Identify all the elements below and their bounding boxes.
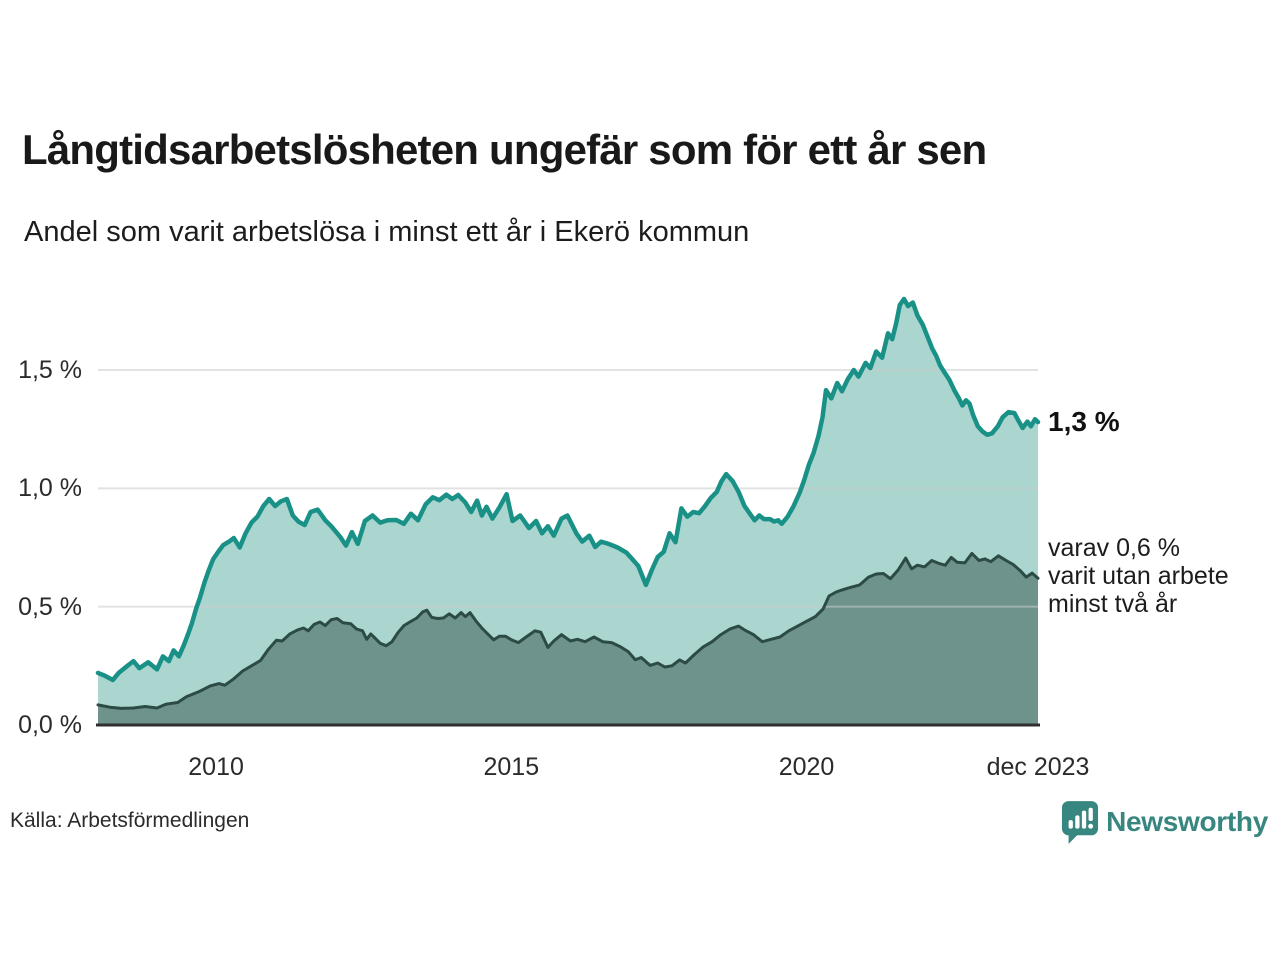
- series1-line: [95, 296, 1041, 683]
- source-caption: Källa: Arbetsförmedlingen: [10, 809, 250, 832]
- brand-logo: Newsworthy: [1061, 800, 1268, 844]
- page-subtitle: Andel som varit arbetslösa i minst ett å…: [24, 216, 750, 248]
- y-tick-label: 0,5 %: [18, 592, 82, 621]
- page-title: Långtidsarbetslösheten ungefär som för e…: [22, 126, 987, 173]
- y-tick-label: 1,5 %: [18, 355, 82, 384]
- newsworthy-bubble-chart-icon: [1061, 800, 1099, 844]
- x-tick-label: dec 2023: [986, 753, 1090, 781]
- series1-end-value-label: 1,3 %: [1048, 406, 1120, 437]
- series2-area: [98, 553, 1038, 725]
- x-tick-label: 2020: [778, 753, 835, 781]
- x-tick-label: 2015: [483, 753, 540, 781]
- y-tick-label: 0,0 %: [18, 711, 82, 739]
- brand-name: Newsworthy: [1106, 806, 1268, 837]
- series2-line: [96, 551, 1040, 710]
- y-tick-label: 1,0 %: [18, 474, 82, 503]
- x-tick-label: 2010: [188, 753, 244, 781]
- series2-end-value-label: varav 0,6 % varit utan arbete minst två …: [1048, 534, 1229, 618]
